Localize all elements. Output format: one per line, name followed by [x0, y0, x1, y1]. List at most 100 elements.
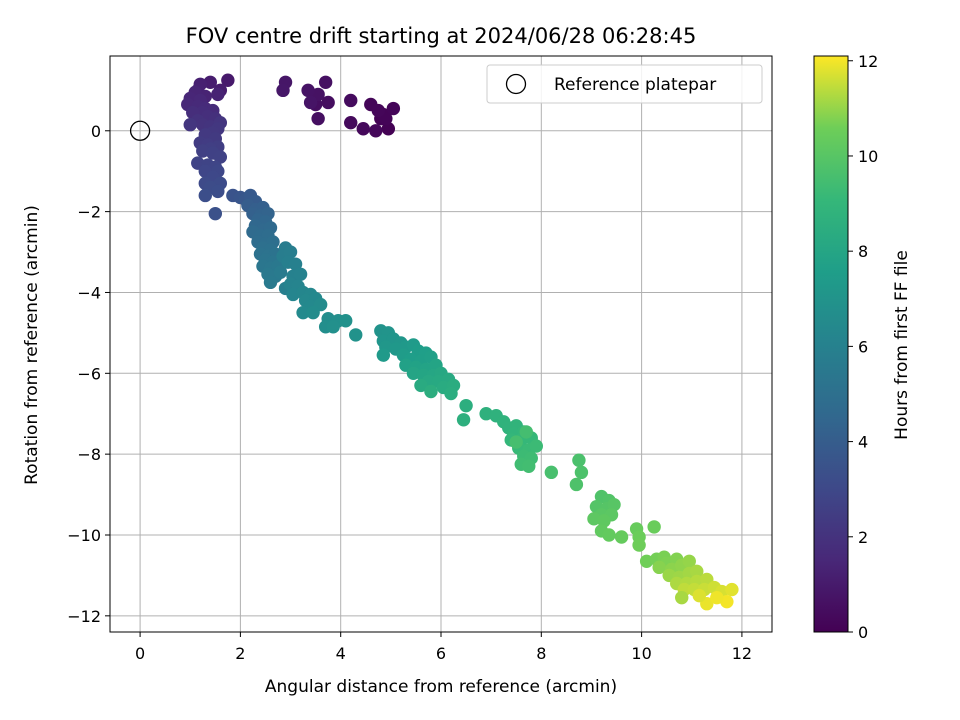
data-point — [675, 590, 689, 605]
data-point — [303, 95, 318, 110]
data-point — [321, 95, 335, 110]
colorbar-tick-label: 4 — [858, 433, 868, 452]
x-tick-label: 6 — [436, 644, 446, 663]
x-axis-label: Angular distance from reference (arcmin) — [265, 677, 617, 697]
data-point — [306, 305, 320, 320]
data-point — [456, 413, 471, 427]
data-point — [196, 144, 210, 158]
data-point — [572, 453, 586, 467]
legend-entry-reference-platepar: Reference platepar — [554, 75, 716, 95]
x-tick-label: 8 — [536, 644, 546, 663]
data-point — [273, 265, 288, 279]
data-point — [574, 465, 589, 480]
data-point — [725, 582, 739, 597]
data-point — [479, 407, 493, 421]
data-point — [587, 512, 601, 526]
y-axis-label: Rotation from reference (arcmin) — [22, 205, 42, 485]
data-point — [602, 528, 616, 542]
colorbar-label: Hours from first FF file — [892, 250, 912, 440]
data-point — [386, 101, 401, 116]
y-ticks: −12 −10 −8 −6 −4 −2 0 — [67, 122, 110, 626]
data-point — [614, 530, 629, 544]
y-tick-label: −12 — [67, 607, 101, 626]
x-tick-label: 2 — [235, 644, 245, 663]
y-tick-label: −8 — [77, 445, 101, 464]
reference-platepar-marker — [129, 120, 151, 141]
data-point — [318, 75, 333, 89]
y-tick-label: −10 — [67, 526, 101, 545]
colorbar-tick-label: 2 — [858, 528, 868, 547]
colorbar-tick-label: 0 — [858, 623, 868, 642]
x-tick-label: 12 — [732, 644, 752, 663]
data-point — [544, 465, 559, 480]
data-point — [288, 257, 303, 271]
data-point — [720, 594, 734, 609]
data-point — [444, 386, 458, 401]
data-points — [181, 73, 739, 611]
data-point — [198, 188, 212, 203]
data-point — [183, 118, 197, 132]
data-point — [283, 245, 298, 259]
chart-title: FOV centre drift starting at 2024/06/28 … — [186, 24, 697, 48]
data-point — [369, 124, 383, 138]
data-point — [647, 520, 661, 534]
y-tick-label: 0 — [91, 122, 101, 141]
data-point — [203, 75, 218, 89]
data-point — [690, 564, 704, 579]
data-point — [286, 287, 300, 302]
data-point — [652, 560, 666, 575]
colorbar-tick-label: 6 — [858, 337, 868, 356]
x-tick-label: 4 — [336, 644, 346, 663]
colorbar-ticks: 0 2 4 6 8 10 12 — [848, 52, 878, 642]
data-point — [211, 184, 225, 199]
data-point — [208, 206, 223, 221]
legend-box — [486, 64, 763, 104]
data-point — [519, 425, 533, 439]
data-point — [569, 477, 584, 492]
data-point — [710, 590, 724, 605]
data-point — [522, 459, 536, 473]
data-point — [311, 111, 325, 126]
data-point — [632, 538, 646, 552]
data-point — [301, 83, 315, 98]
data-point — [414, 378, 428, 393]
data-point — [213, 150, 228, 164]
data-point — [376, 348, 391, 362]
x-tick-label: 0 — [135, 644, 145, 663]
data-point — [682, 554, 696, 568]
data-point — [406, 366, 421, 381]
data-point — [344, 93, 358, 108]
data-point — [326, 320, 340, 334]
colorbar-tick-label: 10 — [858, 147, 878, 166]
data-point — [276, 83, 290, 98]
colorbar-tick-label: 12 — [858, 52, 878, 71]
legend: Reference platepar — [486, 64, 763, 104]
data-point — [296, 305, 310, 320]
data-point — [263, 275, 278, 290]
data-point — [211, 87, 225, 102]
legend-marker — [505, 73, 527, 95]
data-point — [424, 384, 438, 399]
data-point — [381, 122, 396, 136]
colorbar-tick-label: 8 — [858, 242, 868, 261]
y-tick-label: −4 — [77, 283, 101, 302]
data-point — [597, 514, 611, 528]
y-tick-label: −2 — [77, 203, 101, 222]
data-point — [607, 497, 621, 512]
data-point — [221, 73, 235, 87]
data-point — [293, 267, 308, 281]
data-point — [459, 398, 473, 413]
x-ticks: 0 2 4 6 8 10 12 — [135, 632, 752, 663]
data-point — [356, 122, 370, 136]
data-point — [692, 588, 706, 603]
x-tick-label: 10 — [631, 644, 651, 663]
data-point — [344, 115, 358, 130]
reference-marker-group — [129, 120, 151, 141]
data-point — [639, 554, 654, 568]
data-point — [349, 328, 363, 342]
data-point — [509, 435, 523, 449]
data-point — [339, 314, 353, 328]
data-point — [371, 103, 386, 118]
colorbar — [813, 55, 849, 633]
